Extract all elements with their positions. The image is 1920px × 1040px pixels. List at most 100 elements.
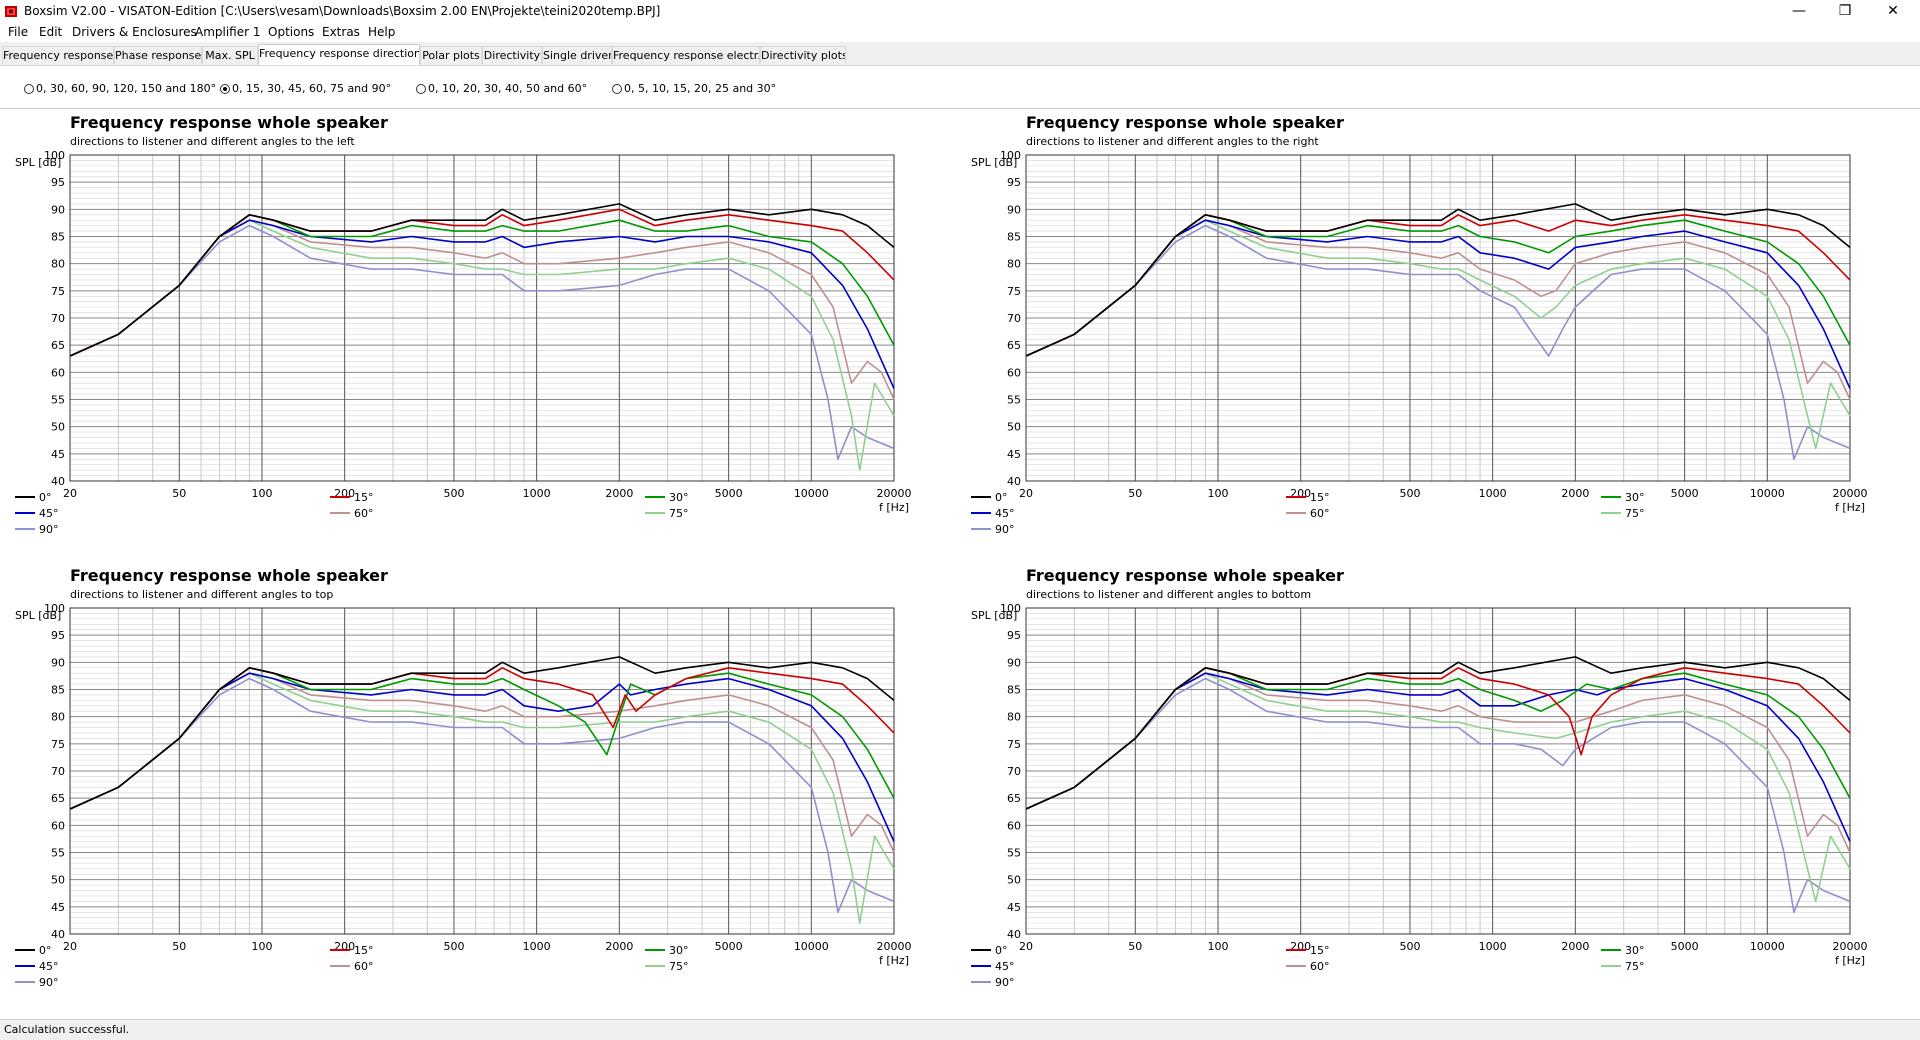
legend-label: 15°: [1310, 491, 1330, 504]
x-tick-label: 100: [251, 940, 272, 953]
y-tick-label: 95: [1007, 629, 1021, 642]
tab-directivity[interactable]: Directivity: [482, 46, 542, 64]
chart-subtitle: directions to listener and different ang…: [70, 588, 333, 601]
legend-label: 75°: [1625, 507, 1645, 520]
x-tick-label: 5000: [715, 940, 743, 953]
x-tick-label: 20000: [877, 940, 912, 953]
legend-label: 90°: [39, 976, 59, 989]
menu-options[interactable]: Options: [268, 25, 315, 39]
chart-subtitle: directions to listener and different ang…: [70, 135, 355, 148]
chart-left: Frequency response whole speaker directio…: [15, 113, 912, 536]
y-tick-label: 40: [51, 475, 65, 488]
x-tick-label: 10000: [1750, 487, 1785, 500]
legend-label: 45°: [995, 507, 1015, 520]
chart-title: Frequency response whole speaker: [70, 113, 388, 132]
y-tick-label: 60: [1007, 366, 1021, 379]
plot-frame: [1025, 607, 1851, 935]
legend-label: 60°: [354, 960, 374, 973]
y-tick-label: 95: [1007, 176, 1021, 189]
y-tick-label: 90: [51, 203, 65, 216]
tab-max-spl[interactable]: Max. SPL: [202, 46, 258, 64]
legend-label: 45°: [39, 507, 59, 520]
status-text: Calculation successful.: [4, 1023, 130, 1036]
close-icon[interactable]: ✕: [1887, 3, 1899, 19]
series-line-0deg: [1025, 656, 1851, 810]
restore-icon[interactable]: ❐: [1838, 3, 1852, 19]
x-axis-label: f [Hz]: [1835, 501, 1865, 514]
angle-option-10[interactable]: 0, 10, 20, 30, 40, 50 and 60°: [416, 82, 587, 95]
tab-frequency-response-directions[interactable]: Frequency response directions: [258, 44, 420, 65]
legend-label: 60°: [1310, 960, 1330, 973]
menu-help[interactable]: Help: [368, 25, 396, 39]
y-tick-label: 95: [51, 176, 65, 189]
x-tick-label: 100: [1207, 940, 1228, 953]
series-line-90deg: [69, 677, 895, 914]
tab-single-driver[interactable]: Single driver: [542, 46, 612, 64]
tab-frequency-response-electrical[interactable]: Frequency response electr..: [612, 46, 760, 64]
radio-circle-selected[interactable]: [220, 84, 230, 94]
app-icon: [5, 6, 17, 17]
legend-label: 90°: [39, 523, 59, 536]
radio-circle[interactable]: [24, 84, 34, 94]
x-tick-label: 1000: [1479, 487, 1507, 500]
tab-directivity-plots[interactable]: Directivity plots: [760, 46, 846, 64]
series-line-90deg: [1025, 677, 1851, 914]
x-tick-label: 10000: [794, 940, 829, 953]
x-tick-label: 500: [1399, 487, 1420, 500]
y-tick-label: 40: [1007, 928, 1021, 941]
y-tick-label: 80: [51, 258, 65, 271]
legend-label: 90°: [995, 523, 1015, 536]
y-tick-label: 95: [51, 629, 65, 642]
series-line-75deg: [1025, 672, 1851, 903]
angle-option-30[interactable]: 0, 30, 60, 90, 120, 150 and 180°: [24, 82, 216, 95]
angle-option-5[interactable]: 0, 5, 10, 15, 20, 25 and 30°: [612, 82, 776, 95]
y-tick-label: 85: [51, 684, 65, 697]
x-tick-label: 1000: [1479, 940, 1507, 953]
y-tick-label: 55: [1007, 847, 1021, 860]
legend-label: 0°: [995, 944, 1008, 957]
x-tick-label: 200: [1290, 940, 1311, 953]
window-title: Boxsim V2.00 - VISATON-Edition [C:\Users…: [24, 4, 661, 18]
x-tick-label: 5000: [715, 487, 743, 500]
x-tick-label: 500: [1399, 940, 1420, 953]
x-tick-label: 50: [1128, 940, 1142, 953]
plot-frame: [69, 607, 895, 935]
menu-extras[interactable]: Extras: [322, 25, 360, 39]
menu-file[interactable]: File: [8, 25, 29, 39]
y-tick-label: 55: [51, 847, 65, 860]
tab-phase-response[interactable]: Phase response: [114, 46, 202, 64]
tab-polar-plots[interactable]: Polar plots: [420, 46, 482, 64]
y-tick-label: 80: [51, 711, 65, 724]
menu-drivers-enclosures[interactable]: Drivers & Enclosures: [72, 25, 197, 39]
x-tick-label: 20: [1019, 940, 1033, 953]
x-tick-label: 50: [172, 487, 186, 500]
x-tick-label: 200: [334, 487, 355, 500]
x-axis-label: f [Hz]: [1835, 954, 1865, 967]
legend-label: 15°: [354, 944, 374, 957]
x-tick-label: 20000: [1833, 487, 1868, 500]
legend-label: 45°: [39, 960, 59, 973]
y-tick-label: 75: [51, 285, 65, 298]
x-tick-label: 2000: [605, 487, 633, 500]
y-tick-label: 45: [51, 448, 65, 461]
legend-label: 15°: [354, 491, 374, 504]
y-tick-label: 80: [1007, 258, 1021, 271]
series-line-90deg: [69, 224, 895, 461]
minimize-icon[interactable]: —: [1792, 3, 1806, 19]
angle-option-15[interactable]: 0, 15, 30, 45, 60, 75 and 90°: [220, 82, 391, 95]
x-tick-label: 200: [334, 940, 355, 953]
x-tick-label: 100: [1207, 487, 1228, 500]
x-tick-label: 20000: [877, 487, 912, 500]
radio-circle[interactable]: [612, 84, 622, 94]
menu-edit[interactable]: Edit: [39, 25, 63, 39]
y-tick-label: 50: [51, 421, 65, 434]
radio-circle[interactable]: [416, 84, 426, 94]
menu-amplifier[interactable]: Amplifier 1: [195, 25, 261, 39]
title-bar: Boxsim V2.00 - VISATON-Edition [C:\Users…: [0, 0, 1920, 22]
tab-frequency-response[interactable]: Frequency response.: [2, 46, 114, 64]
y-tick-label: 85: [1007, 231, 1021, 244]
y-tick-label: 70: [1007, 765, 1021, 778]
series-line-90deg: [1025, 224, 1851, 461]
y-tick-label: 45: [1007, 448, 1021, 461]
chart-right: Frequency response whole speaker directio…: [971, 113, 1868, 536]
